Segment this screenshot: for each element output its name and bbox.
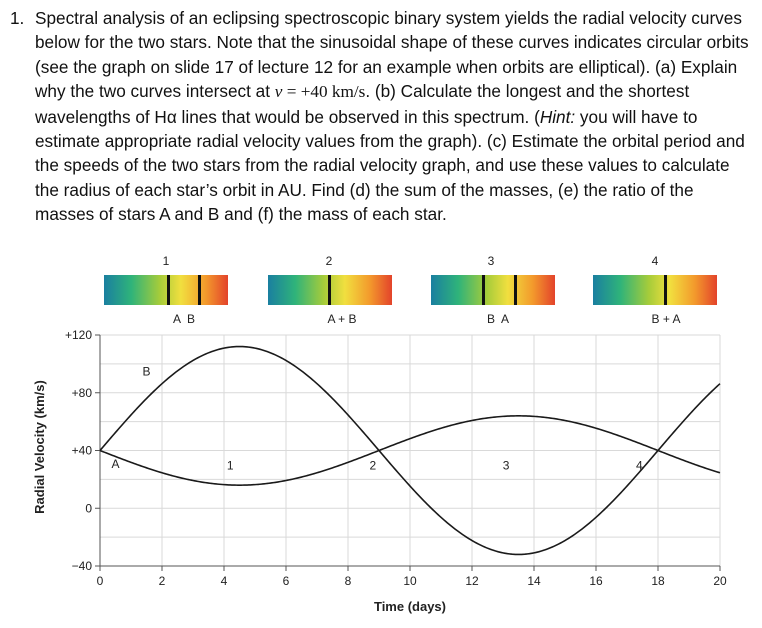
y-tick-label: −40 <box>72 559 93 573</box>
y-tick-label: +80 <box>72 386 93 400</box>
y-axis-label: Radial Velocity (km/s) <box>32 380 47 514</box>
chart-series <box>99 345 721 556</box>
chart-grid <box>99 334 721 567</box>
x-tick-label: 14 <box>527 574 541 588</box>
x-axis-label: Time (days) <box>374 599 446 614</box>
math-equation: = +40 km/s <box>282 82 366 102</box>
spectrum-strip <box>593 275 717 305</box>
x-tick-label: 4 <box>221 574 228 588</box>
y-tick-label: +40 <box>72 444 93 458</box>
x-tick-label: 6 <box>283 574 290 588</box>
question-text: Spectral analysis of an eclipsing spectr… <box>35 6 753 227</box>
x-tick-label: 10 <box>403 574 417 588</box>
spectra-row: 1 2 3 4 A B A + B B A B + A <box>104 254 717 326</box>
y-tick-label: 0 <box>85 501 92 515</box>
question-part-1: Spectral analysis of an eclipsing spectr… <box>35 8 749 102</box>
spectrum-strip <box>431 275 555 305</box>
math-variable-v: v <box>274 82 283 102</box>
absorption-line-a <box>167 275 170 305</box>
x-tick-label: 12 <box>465 574 479 588</box>
chart-annotation: 4 <box>636 458 643 472</box>
series-line-b <box>99 345 721 556</box>
hint-label: Hint: <box>539 106 576 127</box>
spectrum-label: A + B <box>327 312 356 326</box>
chart-annotations: B A 1 2 3 4 <box>111 364 643 472</box>
series-line-a <box>99 415 721 486</box>
spectrum-number: 3 <box>488 254 495 268</box>
spectrum-number: 4 <box>652 254 659 268</box>
chart-annotation: 1 <box>227 458 234 472</box>
absorption-line-a <box>514 275 517 305</box>
absorption-line-combined <box>328 275 331 305</box>
x-tick-label: 0 <box>97 574 104 588</box>
spectrum-number: 1 <box>163 254 170 268</box>
chart-annotation: B <box>142 364 150 378</box>
spectrum-label: A B <box>173 312 195 326</box>
chart-annotation: A <box>111 457 119 471</box>
chart-annotation: 3 <box>503 458 510 472</box>
x-tick-label: 20 <box>713 574 727 588</box>
x-tick-label: 8 <box>345 574 352 588</box>
absorption-line-b <box>482 275 485 305</box>
x-tick-label: 18 <box>651 574 665 588</box>
question-part-2: . (b) Calculate the longest and the shor… <box>35 81 690 127</box>
spectrum-label: B + A <box>651 312 680 326</box>
spectrum-label: B A <box>487 312 509 326</box>
question-part-3: you will have to estimate appropriate ra… <box>35 106 745 225</box>
chart-axes: 0 2 4 6 8 10 12 14 16 18 20+120+80+400−40 <box>65 328 727 588</box>
y-tick-label: +120 <box>65 328 92 342</box>
spectrum-strip <box>104 275 228 305</box>
absorption-line-b <box>198 275 201 305</box>
spectrum-number: 2 <box>326 254 333 268</box>
question-number: 1. <box>10 8 25 28</box>
absorption-line-combined <box>664 275 667 305</box>
chart-annotation: 2 <box>369 458 376 472</box>
x-tick-label: 16 <box>589 574 603 588</box>
x-tick-label: 2 <box>159 574 166 588</box>
